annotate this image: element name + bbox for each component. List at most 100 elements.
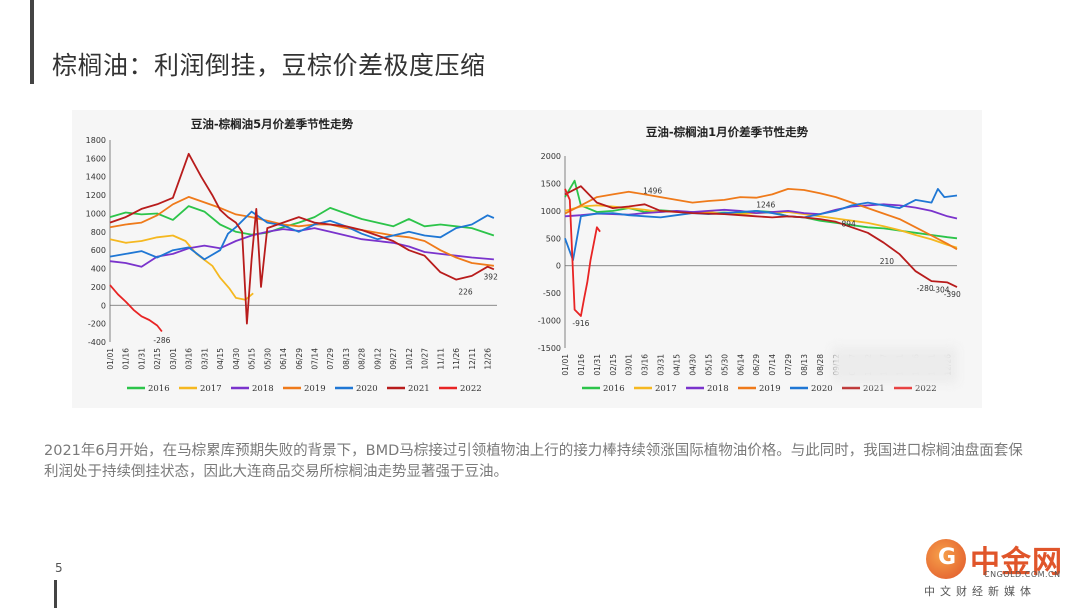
legend-label-2021: 2021: [863, 384, 885, 394]
y-tick-label: -1000: [538, 317, 561, 326]
x-tick-label: 01/16: [577, 354, 586, 376]
chart-panel: [72, 110, 982, 408]
x-tick-label: 06/14: [736, 354, 745, 376]
legend-label-2017: 2017: [655, 384, 677, 394]
x-tick-label: 06/29: [295, 348, 304, 370]
data-label: 1496: [643, 187, 662, 196]
legend-label-2016: 2016: [148, 384, 170, 394]
x-tick-label: 03/16: [641, 354, 650, 376]
x-tick-label: 12/26: [484, 348, 493, 370]
x-tick-label: 01/16: [122, 348, 131, 370]
x-tick-label: 10/12: [405, 348, 414, 370]
legend-label-2021: 2021: [408, 384, 430, 394]
y-tick-label: -500: [543, 289, 561, 298]
x-tick-label: 02/15: [609, 354, 618, 376]
x-tick-label: 10/27: [421, 348, 430, 370]
y-tick-label: -1500: [538, 344, 561, 353]
legend-label-2018: 2018: [707, 384, 729, 394]
data-label: -916: [572, 319, 589, 328]
x-tick-label: 12/11: [468, 348, 477, 370]
x-tick-label: 09/27: [389, 348, 398, 370]
logo-domain: CNGOLD.COM.CN: [984, 570, 1061, 579]
legend-label-2022: 2022: [460, 384, 482, 394]
x-tick-label: 11/11: [436, 348, 445, 370]
logo-mark-icon: G: [926, 539, 966, 579]
series-line-2019: [564, 188, 958, 251]
data-label: 1246: [756, 200, 775, 209]
x-tick-label: 04/15: [216, 348, 225, 370]
data-label: 894: [841, 220, 856, 229]
x-tick-label: 03/16: [185, 348, 194, 370]
x-tick-label: 01/31: [137, 348, 146, 370]
y-tick-label: 600: [91, 246, 106, 255]
legend-label-2016: 2016: [603, 384, 625, 394]
x-tick-label: 04/15: [673, 354, 682, 376]
x-tick-label: 07/29: [326, 348, 335, 370]
y-tick-label: -200: [88, 320, 106, 329]
x-tick-label: 07/14: [768, 354, 777, 376]
legend-label-2020: 2020: [356, 384, 378, 394]
x-tick-label: 06/29: [752, 354, 761, 376]
x-tick-label: 08/28: [358, 348, 367, 370]
accent-bar-top: [30, 0, 34, 84]
x-tick-label: 05/30: [720, 354, 729, 376]
data-label: 392: [484, 272, 499, 281]
chart-title: 豆油-棕榈油1月价差季节性走势: [646, 125, 809, 139]
series-line-2019: [109, 196, 495, 267]
brand-logo: G 中金网 CNGOLD.COM.CN 中文财经新媒体: [922, 533, 1072, 603]
data-label: 210: [880, 257, 895, 266]
x-tick-label: 07/29: [784, 354, 793, 376]
x-tick-label: 03/01: [625, 354, 634, 376]
y-tick-label: 200: [91, 283, 106, 292]
y-tick-label: 1500: [541, 179, 561, 188]
data-label: -286: [153, 336, 170, 345]
series-line-2021: [109, 152, 495, 325]
legend-label-2019: 2019: [759, 384, 781, 394]
x-tick-label: 04/30: [232, 348, 241, 370]
x-tick-label: 03/31: [657, 354, 666, 376]
legend-label-2022: 2022: [915, 384, 937, 394]
data-label: -280: [917, 284, 934, 293]
data-label: -304: [933, 285, 950, 294]
chart-may-spread: 豆油-棕榈油5月价差季节性走势 1800 1600 1400 1200 1000 800 60…: [86, 117, 499, 394]
blurred-watermark: [832, 347, 957, 383]
x-tick-label: 09/12: [373, 348, 382, 370]
legend-label-2019: 2019: [304, 384, 326, 394]
y-tick-label: 1200: [86, 191, 106, 200]
series-line-2020: [109, 210, 495, 261]
y-tick-label: 500: [546, 234, 561, 243]
x-tick-label: 02/15: [153, 348, 162, 370]
x-tick-label: 01/01: [106, 348, 115, 370]
x-tick-label: 05/30: [263, 348, 272, 370]
slide-title: 棕榈油：利润倒挂，豆棕价差极度压缩: [52, 51, 486, 80]
x-tick-label: 05/15: [248, 348, 257, 370]
y-tick-label: 1600: [86, 154, 106, 163]
logo-slogan: 中文财经新媒体: [924, 585, 1036, 598]
series-line-2017: [109, 234, 254, 301]
x-tick-label: 04/30: [688, 354, 697, 376]
series-line-2020: [564, 188, 958, 262]
x-tick-label: 01/01: [561, 354, 570, 376]
accent-bar-bottom: [54, 580, 57, 608]
data-label: 226: [458, 288, 473, 297]
x-tick-label: 08/13: [342, 348, 351, 370]
x-tick-label: 03/01: [169, 348, 178, 370]
legend-label-2017: 2017: [200, 384, 222, 394]
x-tick-label: 11/26: [452, 348, 461, 370]
legend-label-2020: 2020: [811, 384, 833, 394]
x-tick-label: 03/31: [200, 348, 209, 370]
chart-title: 豆油-棕榈油5月价差季节性走势: [191, 117, 354, 131]
series-line-2016: [109, 205, 495, 237]
series-line-2021: [564, 185, 958, 288]
legend-label-2018: 2018: [252, 384, 274, 394]
y-tick-label: 1800: [86, 136, 106, 145]
y-tick-label: 400: [91, 265, 106, 274]
y-tick-label: 1400: [86, 173, 106, 182]
y-tick-label: 0: [556, 262, 561, 271]
slide-description: 2021年6月开始，在马棕累库预期失败的背景下，BMD马棕接过引领植物油上行的接…: [44, 443, 1023, 480]
y-tick-label: 1000: [541, 207, 561, 216]
y-tick-label: 800: [91, 228, 106, 237]
x-tick-label: 07/14: [311, 348, 320, 370]
x-tick-label: 08/28: [816, 354, 825, 376]
page-number: 5: [55, 561, 63, 575]
